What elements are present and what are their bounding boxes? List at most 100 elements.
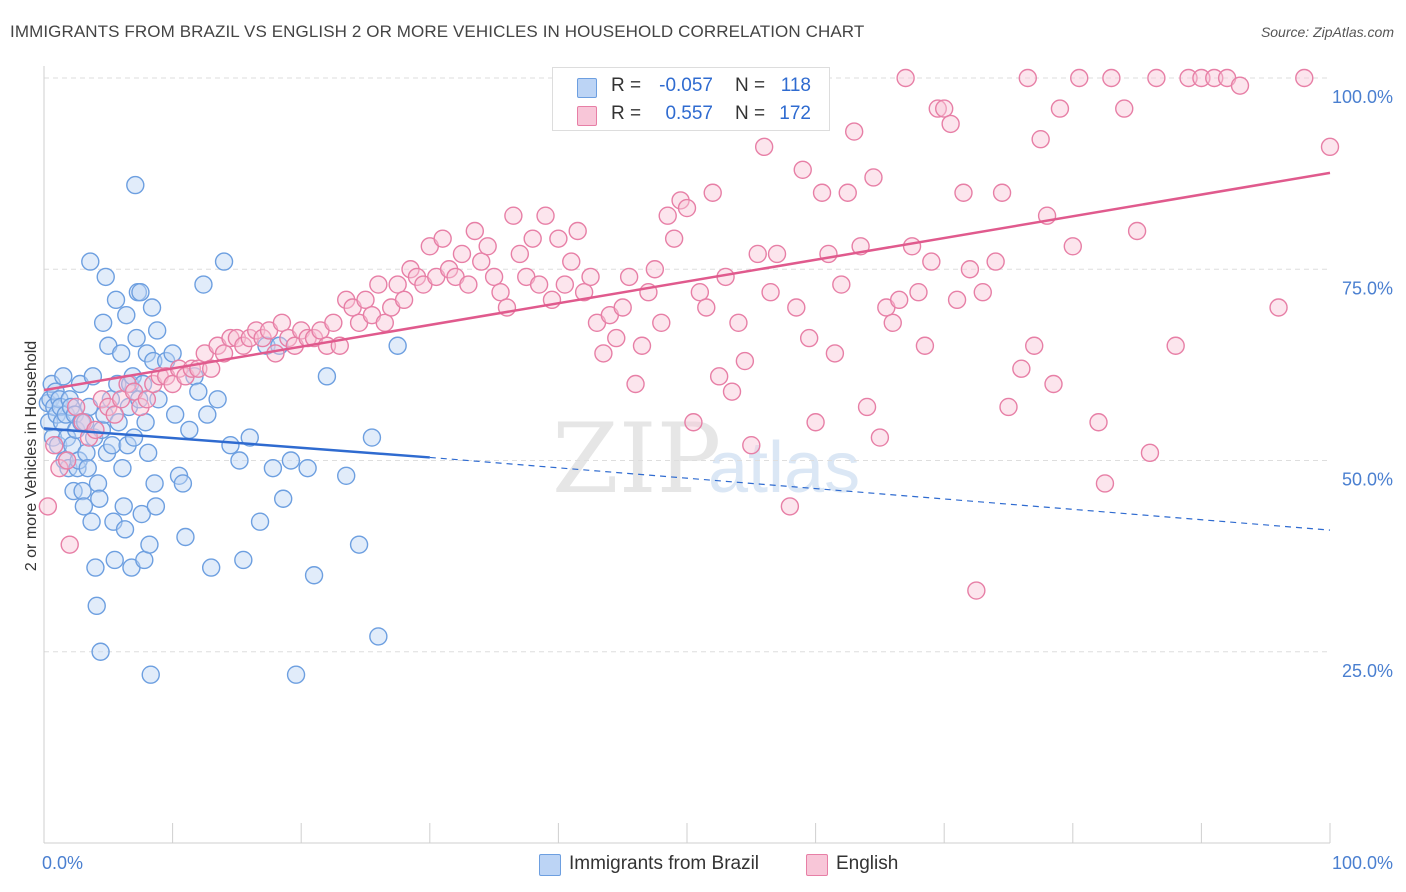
data-point [50,458,69,478]
data-point [677,198,697,218]
data-point [375,313,394,332]
data-point [652,313,671,332]
data-point [1205,68,1224,88]
data-point [832,275,851,294]
legend-swatch-english [806,854,828,876]
data-point [194,275,213,294]
data-point [221,436,240,455]
data-point [263,458,283,478]
series-english [38,68,1340,600]
data-point [113,458,132,478]
data-point [491,283,510,302]
data-point [349,535,369,554]
data-point [126,175,145,195]
data-point [136,413,155,432]
data-point [992,183,1012,202]
stats-row-english: R = 0.557 N = 172 [553,100,829,128]
data-point [607,328,626,348]
data-point [941,114,960,134]
chart-source: Source: ZipAtlas.com [1260,24,1394,40]
data-point [1269,298,1288,317]
data-point [127,328,146,348]
data-point [77,443,96,463]
n-value: 172 [779,103,811,124]
data-point [806,413,825,432]
data-point [581,267,600,287]
data-point [767,244,787,264]
data-point [857,397,877,417]
data-point [536,206,555,225]
data-point [87,596,106,616]
data-point [1089,413,1108,432]
data-point [452,244,472,264]
data-point [388,275,407,294]
data-point [754,137,774,157]
data-point [230,451,249,470]
data-point [529,275,549,294]
data-point [111,344,131,363]
trend-line-english [43,171,1331,392]
trend-line-brazil-extension [429,456,1331,531]
data-point [362,428,382,447]
r-value: 0.557 [665,103,713,124]
data-point [96,267,115,287]
data-point [1031,129,1050,149]
data-point [986,252,1005,271]
data-point [928,99,947,118]
data-point [91,642,110,661]
data-point [1295,68,1314,88]
data-point [549,229,568,248]
data-point [54,367,73,386]
legend-swatch-brazil [539,854,561,876]
data-point [105,550,124,570]
data-point [594,344,613,363]
data-point [780,497,800,516]
x-tick-label: 0.0% [42,853,83,873]
stats-box: R = -0.057 N = 118 R = 0.557 N = 172 [552,67,830,131]
series-immigrants-from-brazil [38,175,407,684]
trend-lines [43,171,1331,531]
data-point [137,390,157,409]
data-point [369,627,388,646]
data-point [135,550,154,570]
data-point [915,336,935,355]
data-point [317,367,337,386]
data-point [1140,443,1160,463]
data-point [81,252,100,271]
data-point [250,512,270,531]
data-point [286,665,306,684]
data-point [132,504,151,524]
data-point [1095,474,1115,493]
data-point [947,290,967,310]
data-point [684,413,703,432]
data-point [729,313,748,332]
data-point [208,390,227,409]
data-point [115,520,135,539]
data-point [889,290,909,310]
stats-row-brazil: R = -0.057 N = 118 [553,72,829,100]
data-point [1179,68,1198,88]
data-point [844,122,864,141]
data-point [163,344,182,363]
chart-title: IMMIGRANTS FROM BRAZIL VS ENGLISH 2 OR M… [10,22,865,41]
data-point [799,328,819,348]
data-point [703,183,722,202]
data-point [60,535,79,554]
r-label: R = [611,75,642,96]
trend-line-brazil [43,427,430,459]
data-point [1025,336,1044,355]
data-point [864,168,883,187]
x-tick-label: 100.0% [1332,853,1393,873]
y-tick-label: 75.0% [1342,278,1393,298]
legend-label-english: English [836,853,899,874]
data-point [1192,68,1211,88]
y-tick-label: 50.0% [1342,470,1393,490]
data-point [909,283,928,302]
legend-label-brazil: Immigrants from Brazil [569,853,760,874]
data-point [1147,68,1166,88]
data-point [108,374,127,394]
data-point [960,260,980,279]
data-point [1050,99,1070,118]
data-point [74,497,94,516]
